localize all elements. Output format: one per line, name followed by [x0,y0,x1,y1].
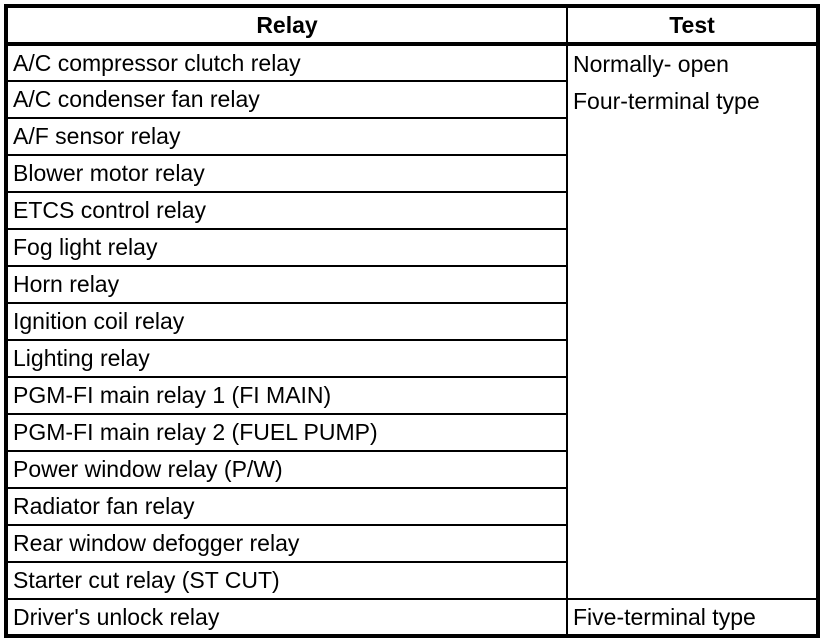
column-header-relay: Relay [5,5,568,46]
relay-test-table: Relay Test A/C compressor clutch relay No… [4,4,820,638]
table-row: Rear window defogger relay [5,524,818,563]
table-row: Horn relay [5,265,818,304]
table-row: A/C condenser fan relay [5,80,818,119]
table-row: A/C compressor clutch relay Normally- ope… [5,43,819,600]
table-row: PGM-FI main relay 2 (FUEL PUMP) [5,413,818,452]
relay-cell: Power window relay (P/W) [5,450,568,489]
test-cell-group: Normally- open Four-terminal type [566,43,819,600]
relay-cell: A/C condenser fan relay [5,80,568,119]
column-header-test: Test [566,5,819,46]
table-row: Blower motor relay [5,154,818,193]
relay-cell: Starter cut relay (ST CUT) [5,561,568,600]
test-group-line-1: Normally- open [573,51,729,77]
table-row: Fog light relay [5,228,818,267]
relay-cell: ETCS control relay [5,191,568,230]
relay-cell: Ignition coil relay [5,302,568,341]
relay-cell: A/C compressor clutch relay [5,43,568,82]
table-row: ETCS control relay [5,191,818,230]
table-row: Lighting relay [5,339,818,378]
table-row: A/F sensor relay [5,117,818,156]
header-row: Relay Test [5,5,819,46]
relay-cell: Fog light relay [5,228,568,267]
relay-cell: Horn relay [5,265,568,304]
relay-cell: Driver's unlock relay [5,598,568,637]
table-row: Power window relay (P/W) [5,450,818,489]
relay-cell: Lighting relay [5,339,568,378]
table-row: Driver's unlock relay Five-terminal type [5,598,819,637]
test-cell: Five-terminal type [566,598,819,637]
table-row: Radiator fan relay [5,487,818,526]
table-row: Ignition coil relay [5,302,818,341]
relay-cell: Radiator fan relay [5,487,568,526]
table-row: Starter cut relay (ST CUT) [5,561,818,600]
table-body: A/C compressor clutch relay Normally- ope… [5,43,819,637]
relay-cell: A/F sensor relay [5,117,568,156]
table-row: PGM-FI main relay 1 (FI MAIN) [5,376,818,415]
test-group-line-2: Four-terminal type [573,88,760,114]
relay-cell: Rear window defogger relay [5,524,568,563]
relay-cell: PGM-FI main relay 2 (FUEL PUMP) [5,413,568,452]
relay-cell: Blower motor relay [5,154,568,193]
relay-cell: PGM-FI main relay 1 (FI MAIN) [5,376,568,415]
